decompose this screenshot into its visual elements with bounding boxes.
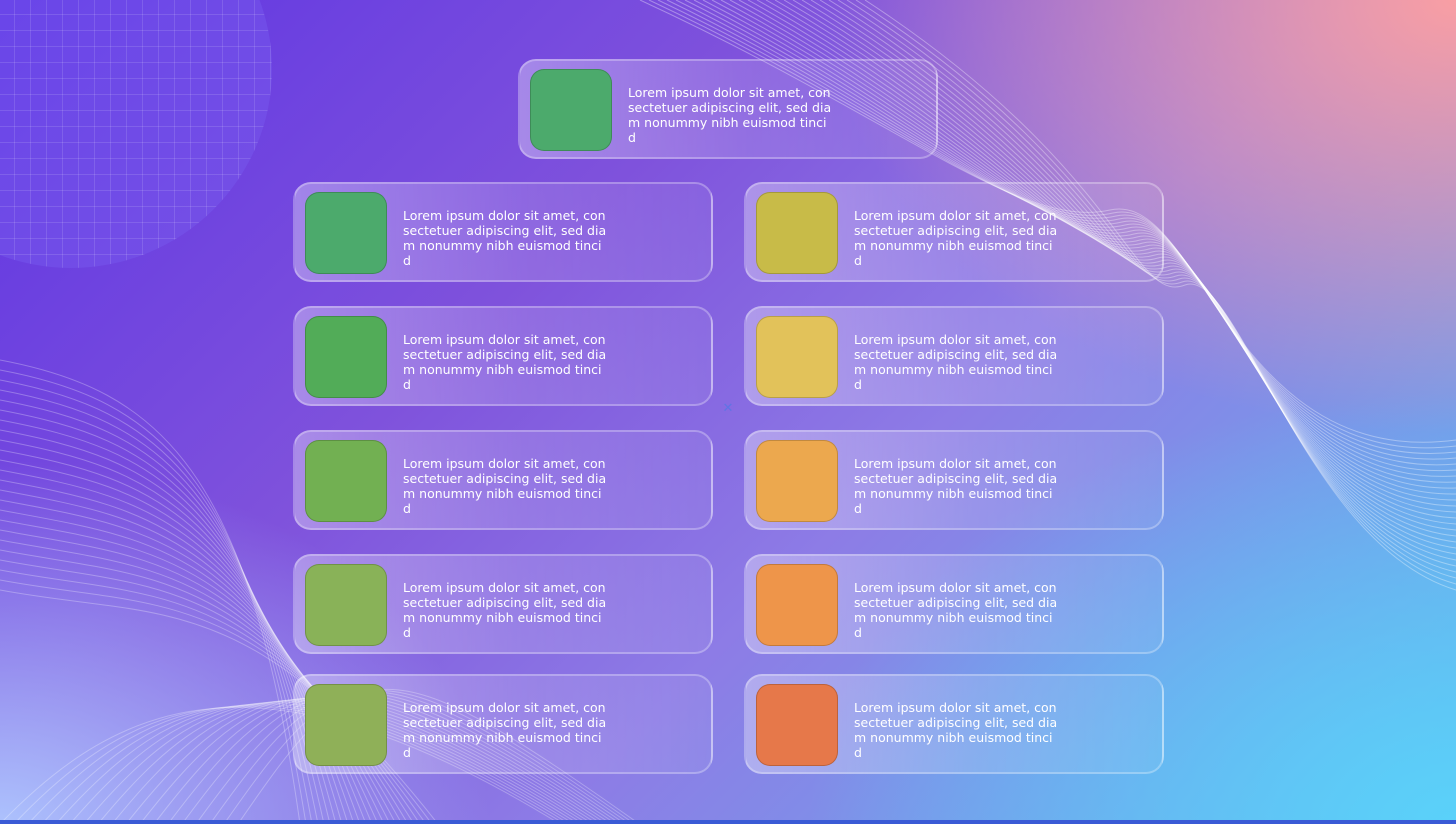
left-item-swatch xyxy=(305,440,387,522)
right-item-text: Lorem ipsum dolor sit amet, consectetuer… xyxy=(854,208,1058,268)
right-item-swatch xyxy=(756,192,838,274)
left-item-card: Lorem ipsum dolor sit amet, consectetuer… xyxy=(293,674,713,774)
left-item-text: Lorem ipsum dolor sit amet, consectetuer… xyxy=(403,208,607,268)
right-item-card: Lorem ipsum dolor sit amet, consectetuer… xyxy=(744,430,1164,530)
right-item-card: Lorem ipsum dolor sit amet, consectetuer… xyxy=(744,182,1164,282)
right-item-card: Lorem ipsum dolor sit amet, consectetuer… xyxy=(744,674,1164,774)
right-item-swatch xyxy=(756,684,838,766)
right-item-card: Lorem ipsum dolor sit amet, consectetuer… xyxy=(744,306,1164,406)
bottom-edge-bar xyxy=(0,820,1456,824)
top-item-text: Lorem ipsum dolor sit amet, consectetuer… xyxy=(628,85,832,145)
left-item-swatch xyxy=(305,564,387,646)
left-item-text: Lorem ipsum dolor sit amet, consectetuer… xyxy=(403,700,607,760)
left-item-text: Lorem ipsum dolor sit amet, consectetuer… xyxy=(403,456,607,516)
left-item-text: Lorem ipsum dolor sit amet, consectetuer… xyxy=(403,580,607,640)
top-item-swatch xyxy=(530,69,612,151)
top-item-card: Lorem ipsum dolor sit amet, consectetuer… xyxy=(518,59,938,159)
crosshair-icon: ✕ xyxy=(722,401,734,416)
right-item-text: Lorem ipsum dolor sit amet, consectetuer… xyxy=(854,332,1058,392)
right-item-text: Lorem ipsum dolor sit amet, consectetuer… xyxy=(854,700,1058,760)
right-item-swatch xyxy=(756,316,838,398)
right-item-swatch xyxy=(756,440,838,522)
right-item-text: Lorem ipsum dolor sit amet, consectetuer… xyxy=(854,580,1058,640)
left-item-card: Lorem ipsum dolor sit amet, consectetuer… xyxy=(293,430,713,530)
left-item-card: Lorem ipsum dolor sit amet, consectetuer… xyxy=(293,182,713,282)
left-item-text: Lorem ipsum dolor sit amet, consectetuer… xyxy=(403,332,607,392)
left-item-swatch xyxy=(305,192,387,274)
left-item-swatch xyxy=(305,684,387,766)
left-item-swatch xyxy=(305,316,387,398)
right-item-card: Lorem ipsum dolor sit amet, consectetuer… xyxy=(744,554,1164,654)
left-item-card: Lorem ipsum dolor sit amet, consectetuer… xyxy=(293,554,713,654)
left-item-card: Lorem ipsum dolor sit amet, consectetuer… xyxy=(293,306,713,406)
right-item-text: Lorem ipsum dolor sit amet, consectetuer… xyxy=(854,456,1058,516)
right-item-swatch xyxy=(756,564,838,646)
grid-circle-decoration xyxy=(0,0,272,268)
